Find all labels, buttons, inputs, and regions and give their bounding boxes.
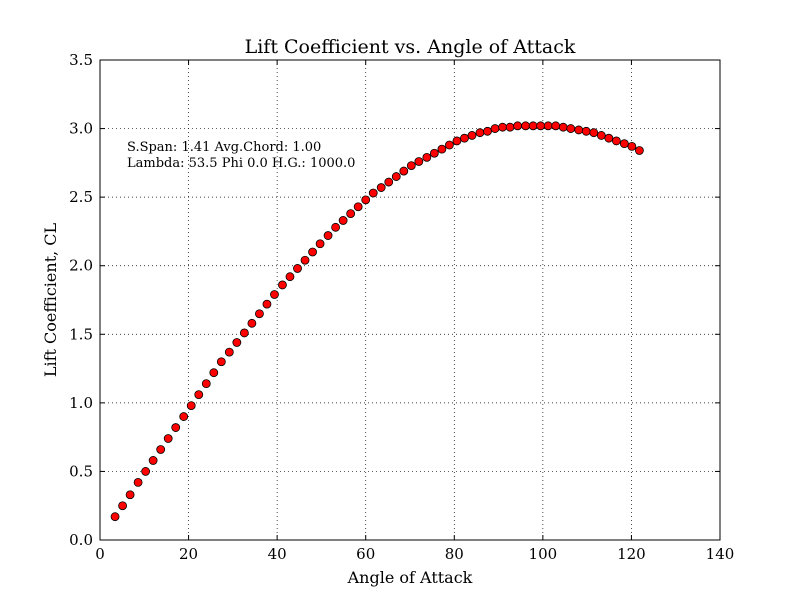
x-tick-label: 80 xyxy=(445,545,464,563)
y-axis-label: Lift Coefficient, CL xyxy=(41,222,60,377)
data-point xyxy=(216,357,226,367)
data-point xyxy=(331,222,341,232)
data-point xyxy=(574,125,584,135)
data-point xyxy=(232,338,242,347)
data-point xyxy=(566,124,576,133)
data-point xyxy=(315,239,325,249)
data-point xyxy=(308,247,317,257)
data-point xyxy=(543,121,553,131)
data-point xyxy=(163,434,173,443)
x-axis-label: Angle of Attack xyxy=(347,568,473,587)
data-point xyxy=(467,131,477,140)
data-point xyxy=(384,177,394,187)
grid-lines xyxy=(100,60,720,540)
x-tick-label: 100 xyxy=(529,545,558,563)
data-point xyxy=(619,139,629,149)
data-point xyxy=(110,512,120,522)
data-point xyxy=(247,318,257,328)
x-tick-label: 60 xyxy=(356,545,375,563)
data-point xyxy=(224,347,234,357)
data-point xyxy=(483,126,492,136)
data-point xyxy=(209,368,219,378)
annotation-span-chord: S.Span: 1.41 Avg.Chord: 1.00 xyxy=(127,140,321,155)
y-tick-label: 0.5 xyxy=(69,462,93,480)
data-point xyxy=(376,183,386,192)
data-point xyxy=(475,128,485,138)
data-point xyxy=(452,136,462,146)
x-tick-label: 120 xyxy=(617,545,646,563)
data-point xyxy=(604,133,614,143)
y-tick-label: 2.0 xyxy=(69,257,93,275)
data-point xyxy=(141,467,151,476)
y-tick-label: 1.0 xyxy=(69,394,93,412)
x-tick-label: 20 xyxy=(179,545,198,563)
axis-ticks: 0 20 40 60 80 100 120 140 0.0 0.5 1.0 1.5 2.0 2.5 3.0 3… xyxy=(69,51,734,563)
data-point xyxy=(406,161,416,171)
data-point xyxy=(255,309,264,319)
plot-area-frame xyxy=(99,59,721,541)
data-point xyxy=(300,255,310,265)
data-point xyxy=(293,264,302,273)
data-point xyxy=(611,136,621,146)
data-point xyxy=(581,126,591,136)
data-point xyxy=(551,121,561,131)
data-point xyxy=(194,390,204,400)
data-point xyxy=(521,121,530,131)
x-tick-label: 40 xyxy=(268,545,287,563)
x-tick-label: 140 xyxy=(706,545,735,563)
data-point xyxy=(460,133,469,143)
data-point xyxy=(148,456,158,465)
data-point xyxy=(133,477,143,487)
data-point xyxy=(589,128,599,138)
data-point xyxy=(353,202,363,212)
data-point xyxy=(179,412,189,421)
data-point xyxy=(490,124,500,133)
y-tick-label: 3.0 xyxy=(69,120,93,138)
data-point xyxy=(201,379,211,389)
chart-title: Lift Coefficient vs. Angle of Attack xyxy=(245,36,576,58)
data-point xyxy=(528,121,538,131)
data-point xyxy=(498,122,507,132)
data-point xyxy=(125,490,135,500)
data-point xyxy=(118,501,127,511)
data-point xyxy=(278,280,287,290)
data-point xyxy=(513,121,523,131)
data-point xyxy=(171,423,181,432)
data-point xyxy=(270,290,279,299)
data-point xyxy=(338,216,348,225)
data-point xyxy=(346,209,356,219)
data-point xyxy=(239,328,249,338)
y-tick-label: 3.5 xyxy=(69,51,93,69)
data-point xyxy=(368,188,378,198)
data-point xyxy=(635,146,644,155)
data-point xyxy=(429,148,439,158)
y-tick-label: 1.5 xyxy=(69,325,93,343)
data-point xyxy=(505,122,515,132)
data-point xyxy=(323,231,333,240)
data-point xyxy=(399,166,409,176)
data-point xyxy=(414,157,424,166)
data-point xyxy=(285,272,295,282)
data-point xyxy=(627,141,637,151)
data-point xyxy=(422,152,432,162)
y-tick-label: 2.5 xyxy=(69,188,93,206)
annotation-lambda-phi: Lambda: 53.5 Phi 0.0 H.G.: 1000.0 xyxy=(127,156,355,171)
data-point xyxy=(361,195,371,205)
data-point xyxy=(558,122,568,132)
data-point xyxy=(262,299,272,309)
data-point xyxy=(437,144,447,154)
data-point xyxy=(391,172,401,181)
x-tick-label: 0 xyxy=(95,545,105,563)
data-point xyxy=(536,121,546,131)
data-points xyxy=(110,121,644,522)
data-point xyxy=(596,131,606,140)
data-point xyxy=(186,401,196,411)
y-tick-label: 0.0 xyxy=(69,531,93,549)
data-point xyxy=(156,445,166,454)
data-point xyxy=(445,140,454,150)
